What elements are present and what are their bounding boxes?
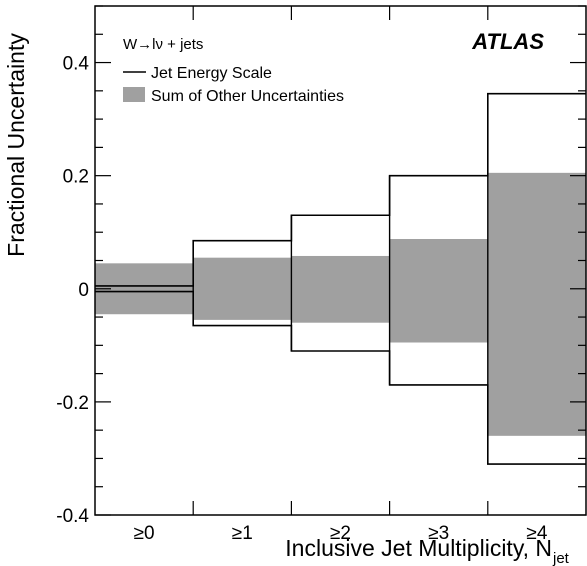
- y-tick-label-1: -0.2: [56, 393, 89, 414]
- y-tick-label-4: 0.4: [63, 54, 90, 75]
- axis-ticks: [95, 5, 586, 516]
- y-tick-label-3: 0.2: [63, 167, 89, 188]
- y-axis-label: Fractional Uncertainty: [3, 33, 29, 257]
- x-tick-label-2: ≥2: [330, 523, 351, 544]
- band-bin-1: [193, 257, 292, 320]
- x-axis-label: Inclusive Jet Multiplicity, N: [285, 535, 552, 561]
- legend-entry-other: Sum of Other Uncertainties: [151, 88, 344, 105]
- y-tick-label-0: -0.4: [56, 506, 89, 527]
- x-tick-label-1: ≥1: [232, 523, 253, 544]
- band-bin-4: [487, 172, 586, 436]
- band-bin-0: [95, 263, 194, 315]
- y-tick-labels: -0.4 -0.2 0 0.2 0.4: [56, 54, 89, 527]
- x-tick-label-0: ≥0: [134, 523, 155, 544]
- x-tick-label-3: ≥3: [428, 523, 449, 544]
- x-tick-labels: ≥0 ≥1 ≥2 ≥3 ≥4: [134, 523, 548, 544]
- legend: W→lν + jets Jet Energy Scale Sum of Othe…: [123, 36, 344, 105]
- x-tick-label-4: ≥4: [526, 523, 547, 544]
- band-bin-2: [291, 255, 390, 323]
- atlas-label: ATLAS: [471, 29, 544, 54]
- other-uncertainties-band: [95, 172, 586, 436]
- x-axis-label-subscript: jet: [552, 550, 570, 566]
- legend-band-swatch: [123, 87, 145, 102]
- band-bin-3: [389, 239, 488, 343]
- legend-entry-jes: Jet Energy Scale: [151, 65, 272, 82]
- jes-outline: [95, 92, 586, 465]
- y-tick-label-2: 0: [78, 280, 89, 301]
- legend-title: W→lν + jets: [123, 36, 203, 53]
